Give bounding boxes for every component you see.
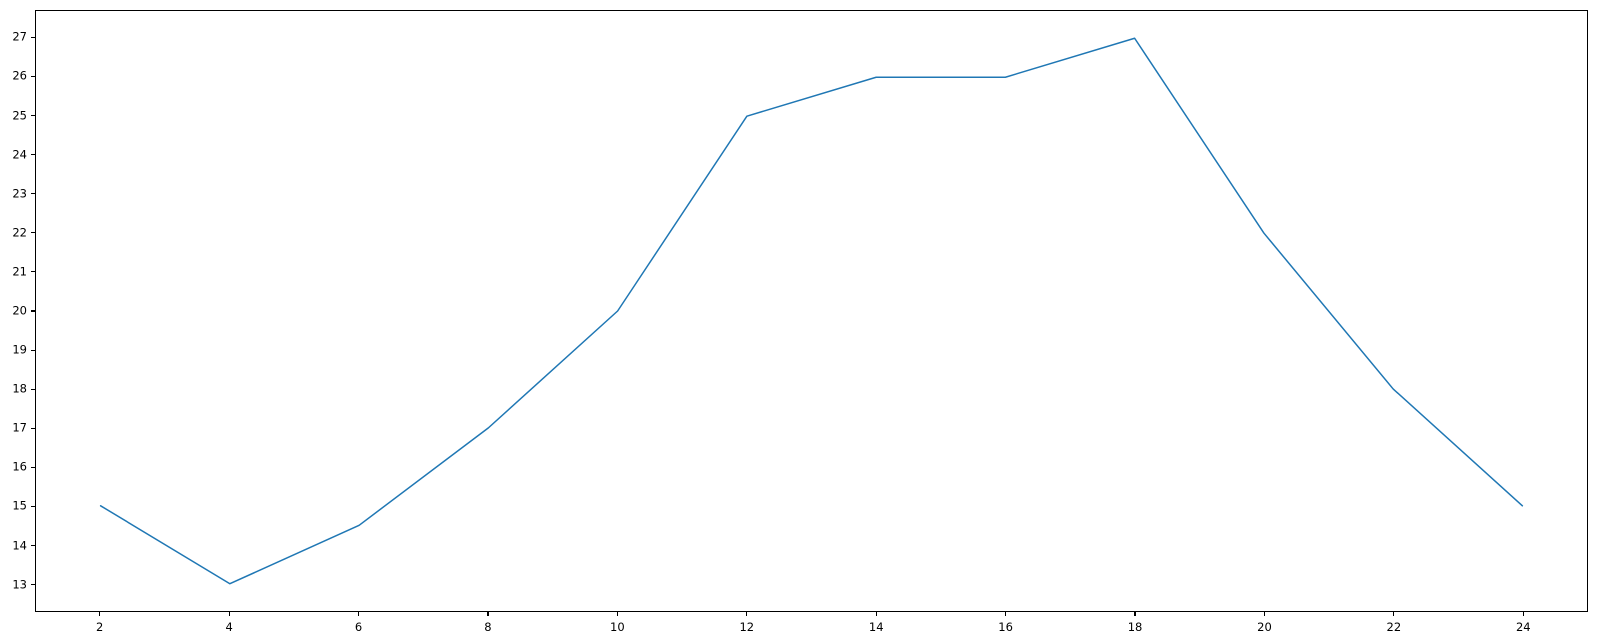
y-tick-label: 27 (12, 29, 27, 44)
y-tick-label: 24 (12, 146, 27, 161)
x-tick-label: 10 (610, 620, 625, 634)
x-tick-mark (1522, 612, 1524, 616)
x-tick-label: 24 (1515, 620, 1531, 634)
x-tick-mark (1005, 612, 1007, 616)
y-tick-mark (31, 544, 35, 547)
y-tick-mark (31, 75, 35, 77)
x-tick-mark (228, 612, 230, 616)
y-tick-mark (31, 584, 35, 586)
y-tick-label: 26 (12, 68, 27, 83)
y-tick-label: 14 (12, 537, 27, 552)
x-tick-label: 14 (868, 620, 884, 634)
x-tick-label: 22 (1386, 620, 1402, 634)
plot-axes (35, 10, 1588, 612)
y-tick-mark (31, 232, 35, 234)
y-tick-mark (31, 193, 35, 195)
x-tick-mark (357, 612, 360, 616)
line-series-svg (99, 37, 1524, 585)
x-tick-mark (875, 612, 877, 616)
y-tick-label: 18 (12, 381, 27, 396)
y-tick-mark (31, 154, 35, 156)
line-series-path (99, 37, 1524, 585)
y-tick-mark (31, 505, 35, 507)
x-tick-mark (487, 612, 489, 616)
x-tick-mark (1393, 612, 1395, 616)
x-tick-label: 8 (484, 620, 492, 634)
y-tick-mark (31, 271, 35, 273)
x-tick-label: 12 (739, 620, 755, 634)
y-tick-label: 13 (12, 576, 27, 591)
y-tick-label: 15 (12, 498, 27, 513)
y-tick-mark (31, 349, 35, 351)
y-tick-label: 22 (12, 225, 27, 240)
y-tick-label: 25 (12, 107, 27, 122)
y-tick-mark (31, 427, 35, 429)
y-tick-label: 16 (12, 459, 27, 474)
y-tick-mark (31, 114, 35, 117)
y-tick-mark (31, 388, 35, 390)
x-tick-label: 6 (354, 620, 363, 634)
x-tick-mark (1134, 612, 1136, 616)
x-tick-label: 4 (225, 620, 233, 634)
y-tick-label: 20 (12, 303, 27, 318)
x-tick-mark (1263, 612, 1265, 616)
y-tick-mark (31, 310, 35, 312)
y-tick-label: 19 (12, 342, 27, 357)
x-tick-mark (616, 612, 618, 616)
x-tick-mark (99, 612, 101, 616)
y-tick-label: 17 (12, 420, 27, 435)
x-tick-label: 2 (96, 620, 104, 634)
y-tick-label: 23 (12, 185, 27, 200)
x-tick-label: 20 (1257, 620, 1272, 634)
y-tick-mark (31, 466, 35, 468)
x-tick-label: 16 (998, 620, 1013, 634)
y-tick-mark (31, 36, 35, 38)
x-tick-mark (746, 612, 748, 616)
y-tick-label: 21 (12, 264, 27, 279)
x-tick-label: 18 (1127, 620, 1143, 634)
